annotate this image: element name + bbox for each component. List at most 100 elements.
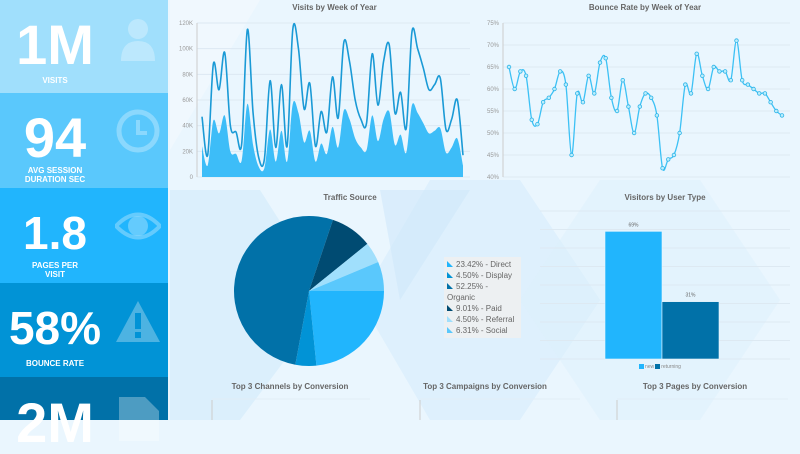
- kpi-tile-1: 94 AVG SESSION DURATION SEC: [0, 93, 168, 188]
- bounce-point: [626, 104, 631, 109]
- bounce-point: [557, 69, 563, 74]
- bar-legend: new returning: [638, 364, 681, 370]
- bounce-point: [688, 91, 694, 96]
- bounce-point: [506, 64, 512, 70]
- legend-swatch: [447, 261, 453, 267]
- legend-label: 4.50% - Display: [456, 271, 513, 280]
- bounce-point: [734, 38, 739, 43]
- bounce-point: [660, 165, 665, 171]
- pie-slice: [309, 219, 368, 291]
- bounce-point: [586, 73, 591, 78]
- campaigns-title: Top 3 Campaigns by Conversion: [423, 382, 547, 391]
- total-visits-line: [201, 22, 464, 168]
- kpi-tile-2: 1.8 PAGES PER VISIT: [0, 188, 168, 283]
- legend-swatch: [639, 364, 644, 370]
- clock-icon: [116, 109, 160, 153]
- pie-slice: [309, 291, 384, 366]
- bounce-point: [722, 69, 728, 74]
- bounce-point: [774, 108, 779, 114]
- visits-chart-title: Visits by Week of Year: [292, 3, 377, 12]
- bounce-point: [631, 130, 637, 136]
- bar-returning: [661, 301, 720, 360]
- kpi-label: BOUNCE RATE: [25, 359, 85, 368]
- legend-item: 52.25% - Organic: [447, 281, 518, 303]
- bounce-point: [762, 91, 768, 96]
- y-tick-label: 20K: [182, 149, 193, 155]
- bounce-point: [643, 91, 648, 96]
- bounce-point: [580, 99, 586, 105]
- legend-label: 52.25% - Organic: [447, 282, 489, 302]
- kpi-sidebar: 1M VISITS 94 AVG SESSION DURATION SEC 1.…: [0, 0, 168, 451]
- bounce-point: [540, 99, 546, 105]
- bounce-point: [757, 91, 762, 96]
- bounce-point: [700, 73, 705, 78]
- document-icon: [119, 397, 159, 441]
- y-tick-label: 75%: [487, 21, 500, 27]
- bounce-point: [575, 91, 580, 96]
- kpi-value: 1M: [16, 13, 94, 76]
- bounce-point: [512, 86, 517, 92]
- bounce-point: [711, 64, 716, 70]
- pie-chart-title: Traffic Source: [323, 193, 377, 202]
- bounce-point: [535, 121, 540, 127]
- bounce-point: [597, 60, 603, 65]
- y-tick-label: 60%: [487, 87, 500, 93]
- eye-icon: [115, 212, 161, 240]
- legend-label: new: [645, 364, 655, 370]
- bounce-point: [620, 77, 625, 83]
- y-tick-label: 80K: [182, 72, 193, 78]
- y-tick-label: 45%: [487, 153, 500, 159]
- bounce-point: [546, 95, 552, 100]
- pie-slice: [309, 262, 384, 291]
- y-tick-label: 100K: [179, 47, 193, 53]
- bounce-point: [609, 95, 614, 100]
- pie-slice: [295, 291, 317, 366]
- bounce-point: [563, 82, 569, 87]
- bounce-point: [552, 86, 557, 92]
- bounce-point: [779, 113, 785, 118]
- user-type-bar-chart: 69% 31%: [540, 210, 790, 360]
- legend-swatch: [447, 316, 453, 322]
- y-tick-label: 40K: [182, 124, 193, 130]
- bounce-point: [677, 130, 682, 136]
- pages-title: Top 3 Pages by Conversion: [642, 382, 748, 391]
- user-icon: [121, 19, 155, 61]
- warning-icon: [116, 301, 160, 342]
- y-tick-label: 120K: [179, 21, 193, 27]
- channels-title: Top 3 Channels by Conversion: [231, 382, 349, 391]
- legend-item: 9.01% - Paid: [447, 303, 518, 314]
- legend-swatch: [447, 305, 453, 311]
- bounce-point: [637, 104, 643, 109]
- bounce-point: [739, 77, 745, 83]
- bounce-point: [654, 113, 660, 118]
- kpi-label: VISITS: [42, 76, 68, 85]
- bounce-point: [592, 91, 597, 96]
- kpi-label: AVG SESSION DURATION SEC: [24, 166, 86, 184]
- bounce-point: [683, 82, 688, 87]
- kpi-tile-0: 1M VISITS: [0, 0, 168, 93]
- bar-chart-title: Visitors by User Type: [624, 193, 706, 202]
- bar-new: [604, 231, 663, 360]
- bounce-point: [523, 73, 529, 78]
- bounce-chart-title: Bounce Rate by Week of Year: [588, 3, 702, 12]
- bounce-point: [717, 69, 722, 74]
- pie-slice: [309, 243, 379, 291]
- traffic-pie-chart: [234, 216, 384, 366]
- bounce-point: [569, 152, 574, 158]
- kpi-tile-3: 58% BOUNCE RATE: [0, 283, 168, 377]
- y-tick-label: 70%: [487, 43, 500, 49]
- bounce-point: [648, 95, 654, 100]
- bounce-point: [694, 51, 699, 56]
- legend-label: 6.31% - Social: [456, 326, 508, 335]
- bounce-point: [751, 86, 756, 92]
- bounce-chart: 40% 45% 50% 55% 60% 65% 70% 75%: [487, 21, 790, 180]
- bounce-point: [518, 69, 523, 74]
- bounce-point: [728, 77, 734, 83]
- y-tick-label: 50%: [487, 131, 500, 137]
- y-tick-label: 0: [190, 175, 194, 180]
- visits-chart: 0 20K 40K 60K 80K 100K 120K: [179, 21, 470, 180]
- y-tick-label: 55%: [487, 109, 500, 115]
- kpi-label: PAGES PER VISIT: [31, 261, 79, 279]
- y-tick-label: 40%: [487, 175, 500, 180]
- legend-item: 23.42% - Direct: [447, 259, 518, 270]
